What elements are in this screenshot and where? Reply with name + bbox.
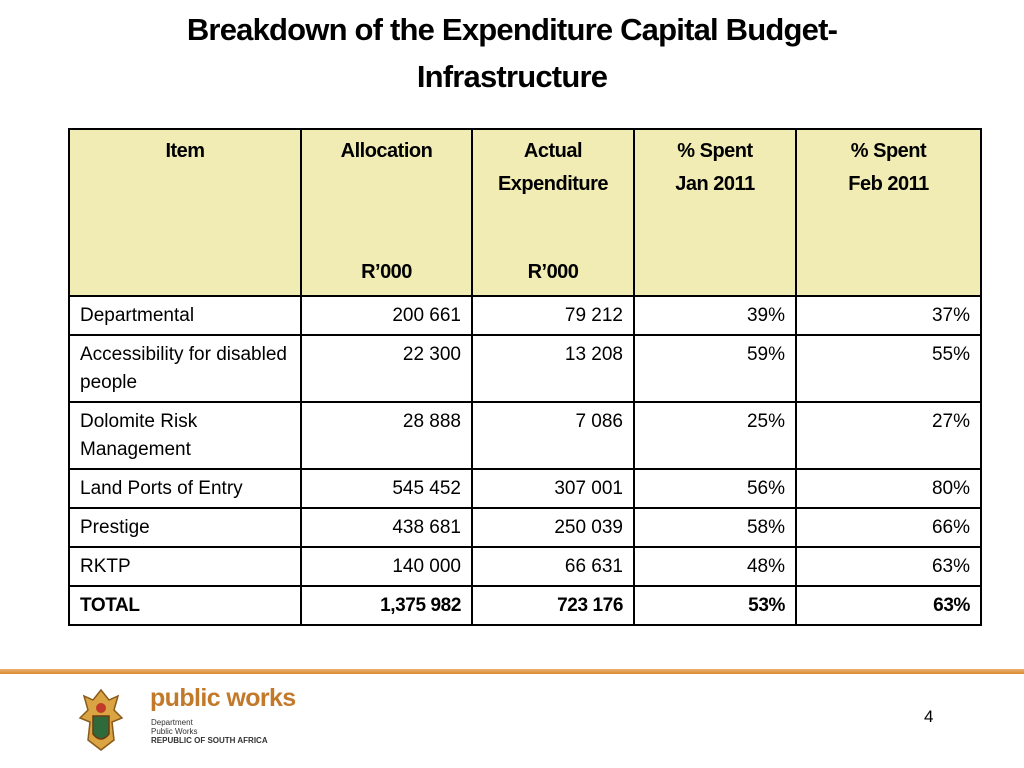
row-label: RKTP — [68, 546, 302, 587]
header-cell: % Spent Jan 2011 — [633, 128, 797, 297]
cell: 56% — [633, 468, 797, 509]
header-content: % Spent Feb 2011 — [797, 130, 980, 295]
subtitle-line: Department — [151, 718, 193, 727]
coat-of-arms — [78, 688, 124, 751]
cell: 545 452 — [300, 468, 473, 509]
header-label: % Spent Jan 2011 — [675, 135, 755, 201]
row-label: Prestige — [68, 507, 302, 548]
subtitle-line: Public Works — [151, 727, 198, 736]
header-content: Allocation R’000 — [302, 130, 471, 295]
header-cell: Actual Expenditure R’000 — [471, 128, 635, 297]
brand-name: public works — [150, 684, 296, 712]
header-content: Actual Expenditure R’000 — [473, 130, 633, 295]
header-line: % Spent — [677, 140, 753, 162]
table-row: Departmental 200 661 79 212 39% 37% — [68, 295, 982, 336]
cell: 723 176 — [471, 585, 635, 626]
header-line: Feb 2011 — [848, 173, 929, 195]
cell: 307 001 — [471, 468, 635, 509]
title-line: Breakdown of the Expenditure Capital Bud… — [186, 12, 838, 47]
header-unit: R’000 — [527, 261, 579, 283]
table-row: Land Ports of Entry 545 452 307 001 56% 80% — [68, 468, 982, 509]
row-label: TOTAL — [68, 585, 302, 626]
row-label: Land Ports of Entry — [68, 468, 302, 509]
header-cell: Allocation R’000 — [300, 128, 473, 297]
header-line: Expenditure — [497, 173, 609, 195]
cell: 28 888 — [300, 401, 473, 470]
header-unit: R’000 — [361, 261, 412, 283]
table-body: Departmental 200 661 79 212 39% 37% Accessibi… — [68, 295, 982, 626]
table-row: Prestige 438 681 250 039 58% 66% — [68, 507, 982, 548]
table-row: Dolomite Risk Management 28 888 7 086 25% 27… — [68, 401, 982, 470]
cell: 58% — [633, 507, 797, 548]
subtitle-line: REPUBLIC OF SOUTH AFRICA — [151, 736, 268, 745]
cell: 1,375 982 — [300, 585, 473, 626]
cell: 140 000 — [300, 546, 473, 587]
header-content: % Spent Jan 2011 — [635, 130, 795, 295]
cell: 79 212 — [471, 295, 635, 336]
cell: 22 300 — [300, 334, 473, 403]
cell: 13 208 — [471, 334, 635, 403]
page-number: 4 — [924, 707, 934, 726]
brand-subtitle: Department Public Works REPUBLIC OF SOUT… — [151, 718, 268, 745]
cell: 250 039 — [471, 507, 635, 548]
cell: 7 086 — [471, 401, 635, 470]
cell: 438 681 — [300, 507, 473, 548]
row-label: Accessibility for disabled people — [68, 334, 302, 403]
budget-table: Item Allocation R’000 Actual Expenditure R’00… — [68, 128, 982, 626]
table-row: RKTP 140 000 66 631 48% 63% — [68, 546, 982, 587]
cell: 53% — [633, 585, 797, 626]
cell: 59% — [633, 334, 797, 403]
cell: 55% — [795, 334, 982, 403]
cell: 37% — [795, 295, 982, 336]
table-row: Accessibility for disabled people 22 300 1… — [68, 334, 982, 403]
row-label: Dolomite Risk Management — [68, 401, 302, 470]
header-line: % Spent — [850, 140, 927, 162]
total-row: TOTAL 1,375 982 723 176 53% 63% — [68, 585, 982, 626]
header-label: Item — [165, 135, 205, 168]
header-line: Allocation — [340, 140, 433, 162]
header-label: Allocation — [341, 135, 433, 168]
header-line: Actual — [523, 140, 583, 162]
title-line: Infrastructure — [416, 59, 608, 94]
cell: 27% — [795, 401, 982, 470]
header-line: Item — [165, 140, 205, 162]
header-label: Actual Expenditure — [497, 135, 609, 201]
header-cell: % Spent Feb 2011 — [795, 128, 982, 297]
cell: 200 661 — [300, 295, 473, 336]
header-cell: Item — [68, 128, 302, 297]
header-label: % Spent Feb 2011 — [848, 135, 929, 201]
cell: 66 631 — [471, 546, 635, 587]
slide-title: Breakdown of the Expenditure Capital Bud… — [0, 6, 1024, 100]
cell: 39% — [633, 295, 797, 336]
footer-rule — [0, 669, 1024, 674]
header-content: Item — [70, 130, 300, 295]
cell: 63% — [795, 546, 982, 587]
header-line: Jan 2011 — [675, 173, 755, 195]
header-row: Item Allocation R’000 Actual Expenditure R’00… — [68, 128, 982, 297]
cell: 25% — [633, 401, 797, 470]
row-label: Departmental — [68, 295, 302, 336]
cell: 48% — [633, 546, 797, 587]
cell: 66% — [795, 507, 982, 548]
cell: 63% — [795, 585, 982, 626]
cell: 80% — [795, 468, 982, 509]
